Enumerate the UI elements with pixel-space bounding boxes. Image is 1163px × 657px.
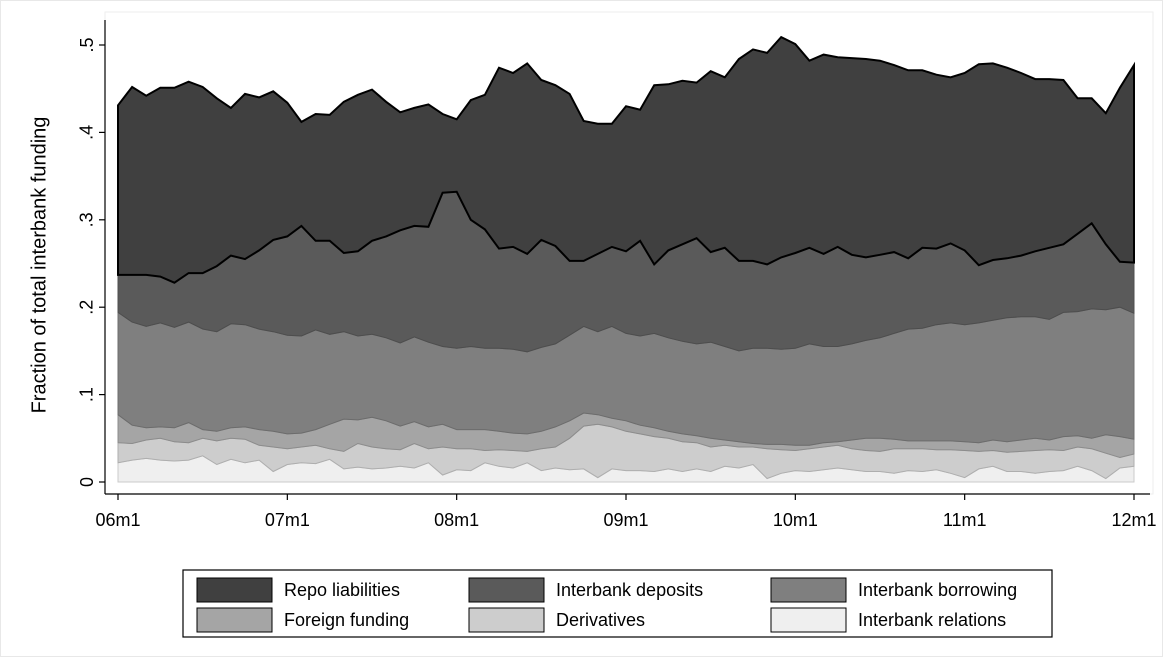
legend-label: Interbank deposits <box>556 580 703 600</box>
legend <box>182 569 1053 638</box>
y-tick-label: .5 <box>77 37 97 52</box>
legend-label: Repo liabilities <box>284 580 400 600</box>
x-tick-label: 08m1 <box>434 510 479 530</box>
legend-label: Interbank borrowing <box>858 580 1017 600</box>
legend-swatch <box>196 577 273 603</box>
y-tick-label: .4 <box>77 125 97 140</box>
y-axis-label: Fraction of total interbank funding <box>28 117 50 414</box>
areas <box>117 35 1135 483</box>
x-tick-label: 10m1 <box>773 510 818 530</box>
legend-swatch <box>468 607 545 633</box>
area <box>117 35 1135 284</box>
legend-swatch <box>770 577 847 603</box>
y-tick-label: 0 <box>77 477 97 487</box>
legend-label: Interbank relations <box>858 610 1006 630</box>
y-tick-label: .3 <box>77 212 97 227</box>
legend-swatch <box>770 607 847 633</box>
y-tick-label: .2 <box>77 300 97 315</box>
legend-label: Foreign funding <box>284 610 409 630</box>
x-tick-label: 12m1 <box>1111 510 1156 530</box>
x-tick-label: 09m1 <box>603 510 648 530</box>
legend-swatch <box>196 607 273 633</box>
x-tick-label: 11m1 <box>943 510 987 530</box>
x-tick-label: 07m1 <box>265 510 310 530</box>
x-tick-label: 06m1 <box>95 510 140 530</box>
legend-label: Derivatives <box>556 610 645 630</box>
y-tick-label: .1 <box>77 387 97 402</box>
legend-swatch <box>468 577 545 603</box>
